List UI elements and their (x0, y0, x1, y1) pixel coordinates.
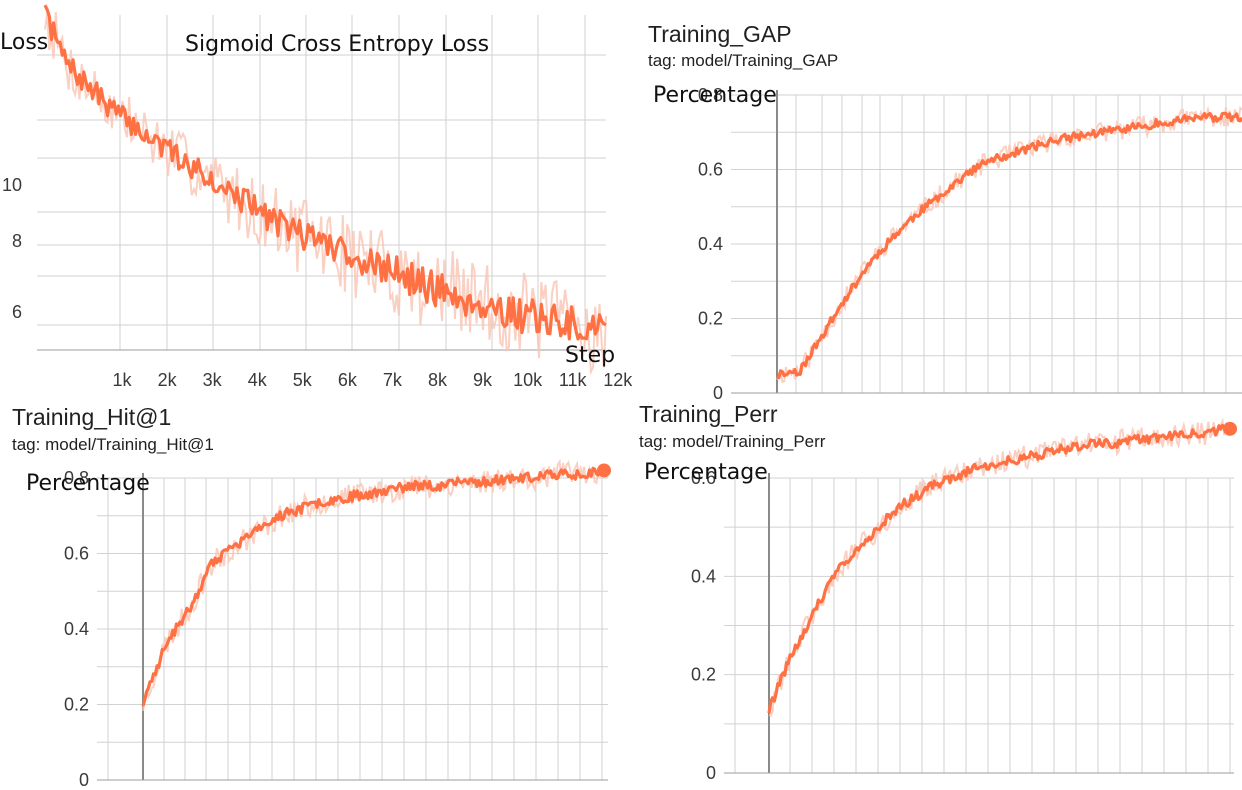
perr-y-tick-label: 0.6 (691, 468, 716, 488)
hit1-y-tick-label: 0.2 (64, 695, 89, 715)
hit1-y-tick-label: 0 (79, 770, 89, 790)
loss-y-tick-label: 10 (2, 175, 22, 195)
perr-y-tick-label: 0.4 (691, 566, 716, 586)
hit1-panel-tag: tag: model/Training_Hit@1 (12, 435, 214, 454)
perr-y-tick-label: 0 (706, 763, 716, 783)
perr-chart: 0 0.2 0.4 0.6 (691, 417, 1237, 783)
gap-y-tick-label: 0 (713, 383, 723, 403)
loss-y-tick-label: 8 (12, 231, 22, 251)
gap-y-tick-label: 0.4 (698, 234, 723, 254)
perr-panel-title: Training_Perr (639, 401, 778, 427)
hit1-chart: 0 0.2 0.4 0.6 0.8 (64, 459, 611, 790)
hit1-y-axis-label: Percentage (26, 471, 150, 496)
loss-x-tick-label: 8k (428, 370, 448, 390)
hit1-y-tick-label: 0.6 (64, 544, 89, 564)
loss-series-line (43, 4, 607, 341)
loss-x-tick-label: 3k (203, 370, 223, 390)
perr-latest-point (1223, 421, 1237, 436)
loss-x-tick-label: 6k (338, 370, 358, 390)
gap-series-line (775, 111, 1242, 380)
loss-x-tick-label: 7k (383, 370, 403, 390)
hit1-latest-point (597, 463, 611, 478)
loss-chart: 6 8 10 1k 2k 3k 4k 5k 6k 7k 8k 9k 10k 11k 12k (2, 4, 633, 390)
gap-panel-title: Training_GAP (648, 21, 792, 47)
gap-y-axis-label: Percentage (653, 83, 777, 108)
gap-y-tick-label: 0.8 (698, 85, 723, 105)
perr-panel-tag: tag: model/Training_Perr (639, 432, 826, 451)
hit1-panel-title: Training_Hit@1 (12, 404, 172, 430)
gap-panel-tag: tag: model/Training_GAP (648, 51, 839, 70)
hit1-series-line (141, 466, 602, 707)
loss-x-tick-label: 2k (158, 370, 178, 390)
loss-x-tick-label: 9k (473, 370, 493, 390)
loss-x-axis-label: Step (565, 343, 616, 368)
hit1-y-tick-label: 0.4 (64, 619, 89, 639)
perr-y-axis-label: Percentage (644, 460, 768, 485)
loss-y-tick-label: 6 (12, 302, 22, 322)
gap-y-tick-label: 0.6 (698, 160, 723, 180)
perr-y-tick-label: 0.2 (691, 665, 716, 685)
loss-x-tick-label: 11k (559, 370, 588, 390)
loss-y-axis-label: Loss (0, 30, 49, 55)
loss-x-tick-label: 12k (603, 370, 633, 390)
loss-x-tick-label: 1k (113, 370, 133, 390)
loss-chart-title: Sigmoid Cross Entropy Loss (185, 32, 490, 57)
loss-x-tick-label: 5k (293, 370, 313, 390)
perr-series-line (767, 423, 1228, 714)
loss-x-tick-label: 4k (248, 370, 268, 390)
loss-x-tick-label: 10k (513, 370, 543, 390)
hit1-y-tick-label: 0.8 (64, 468, 89, 488)
gap-chart: 0 0.2 0.4 0.6 0.8 (698, 85, 1242, 403)
gap-y-tick-label: 0.2 (698, 309, 723, 329)
